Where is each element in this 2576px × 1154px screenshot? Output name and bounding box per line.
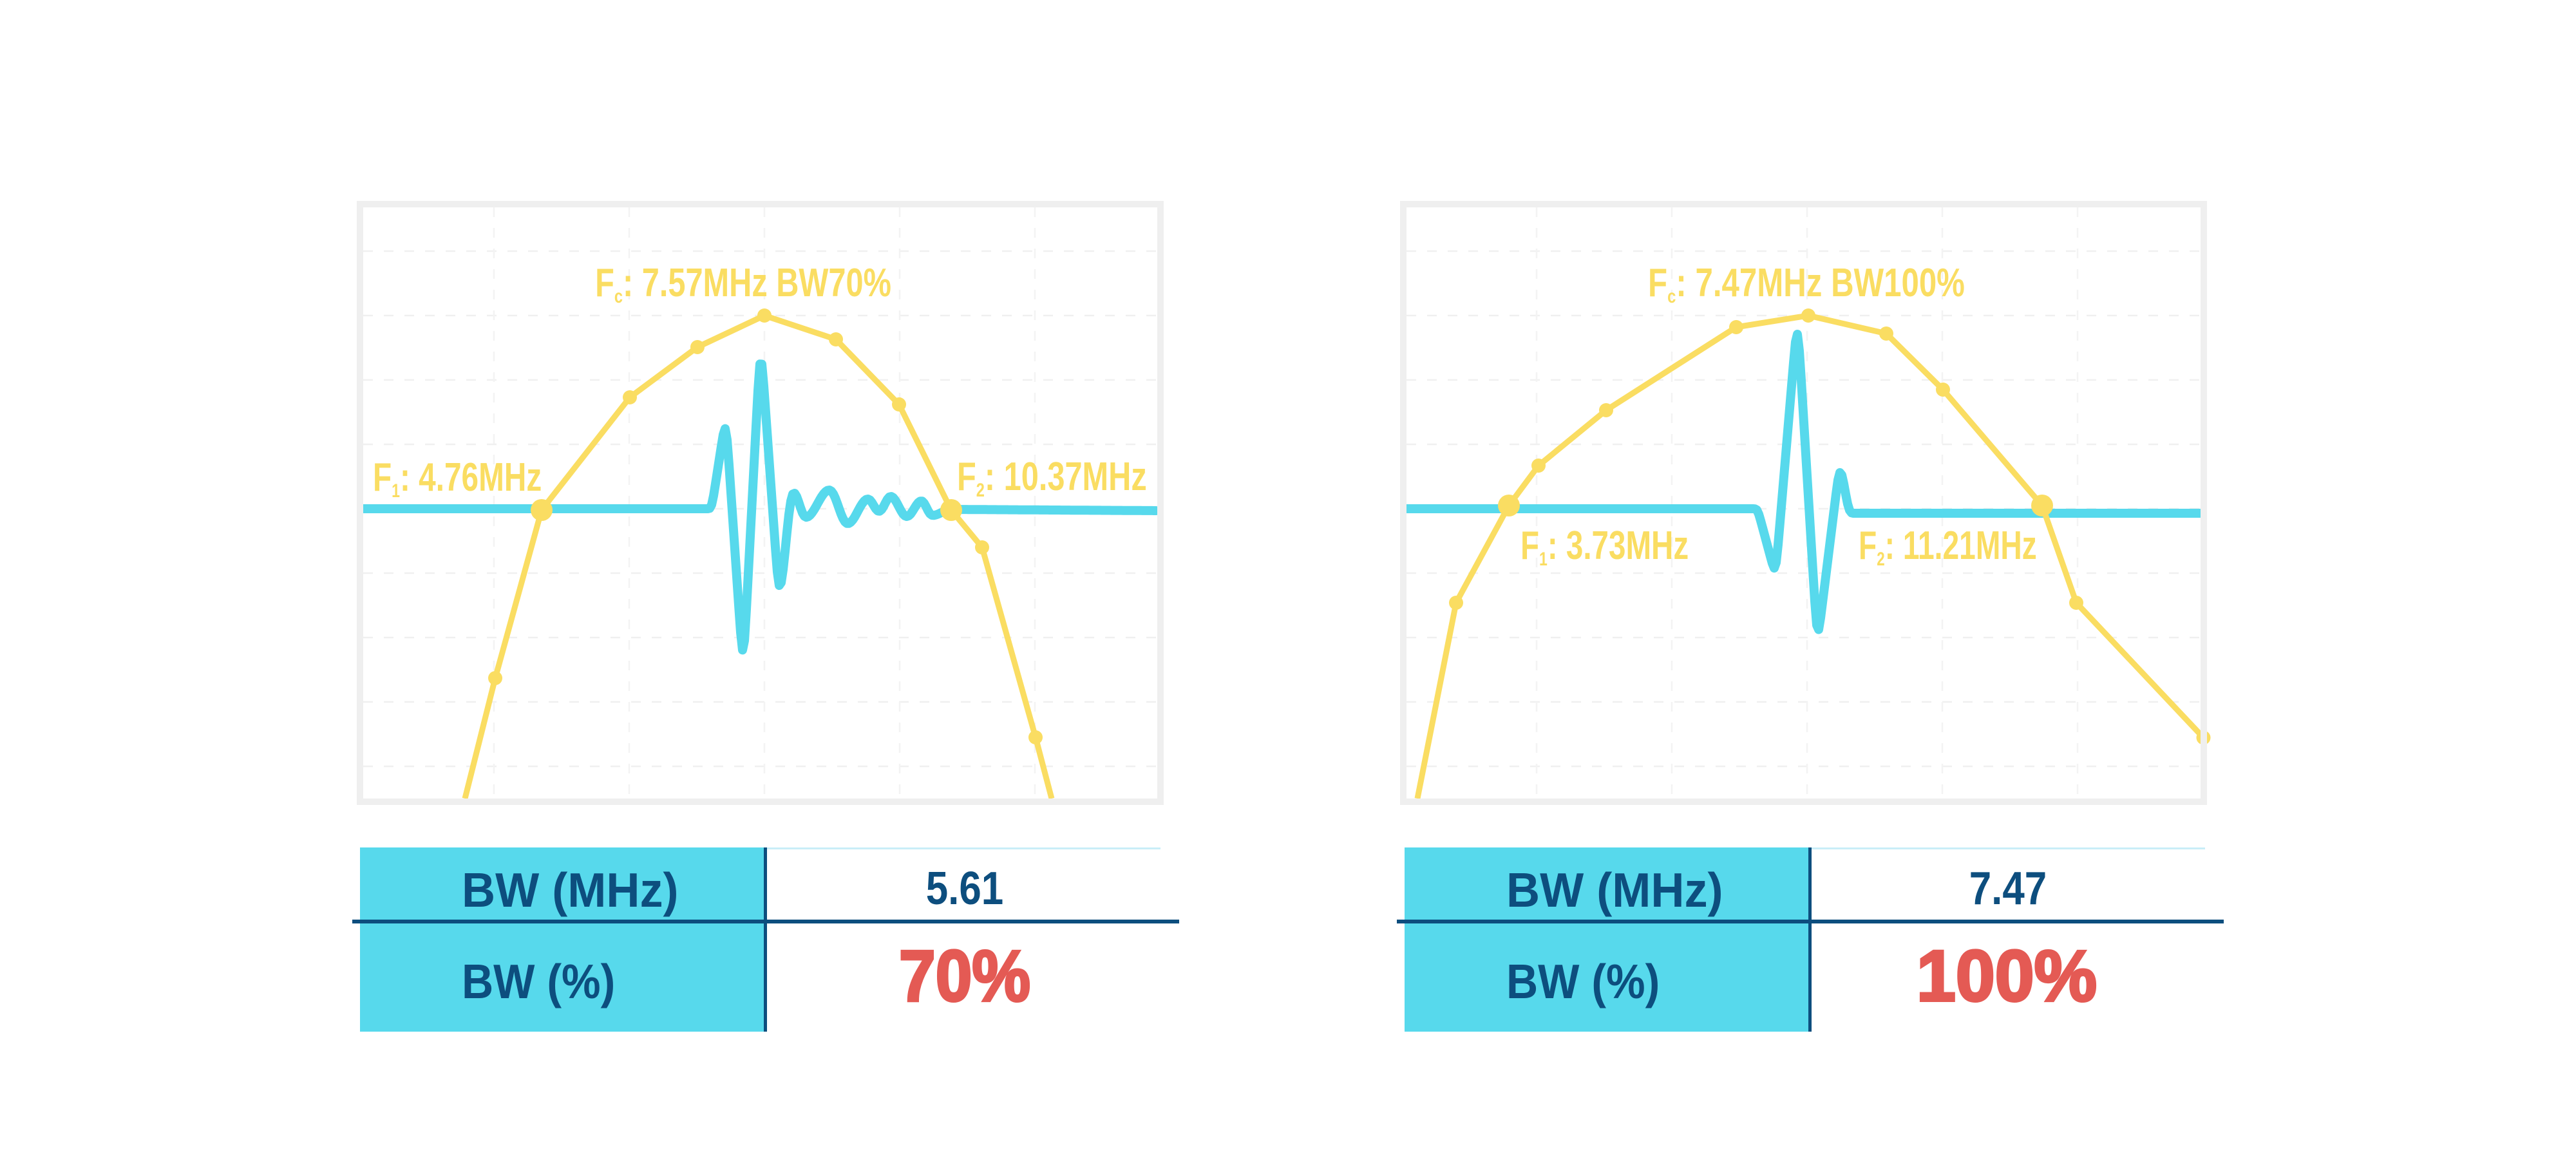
svg-text:70%: 70% [899,936,1030,1017]
svg-text:F1: 4.76MHz: F1: 4.76MHz [373,455,542,502]
svg-text:Fc: 7.47MHz BW100%: Fc: 7.47MHz BW100% [1648,260,1965,307]
svg-text:F2: 10.37MHz: F2: 10.37MHz [957,454,1147,500]
svg-text:BW (%): BW (%) [1506,955,1660,1009]
svg-text:7.47: 7.47 [1969,863,2047,914]
svg-text:BW (MHz): BW (MHz) [1506,863,1723,918]
svg-text:5.61: 5.61 [926,863,1003,914]
svg-text:BW (%): BW (%) [462,955,615,1009]
svg-text:Fc: 7.57MHz BW70%: Fc: 7.57MHz BW70% [595,260,891,307]
svg-text:BW (MHz): BW (MHz) [462,863,679,918]
svg-text:F1: 3.73MHz: F1: 3.73MHz [1520,523,1689,570]
svg-text:F2: 11.21MHz: F2: 11.21MHz [1859,523,2037,569]
svg-text:100%: 100% [1917,936,2097,1016]
